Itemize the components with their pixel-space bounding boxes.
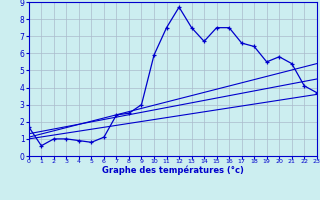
X-axis label: Graphe des températures (°c): Graphe des températures (°c) bbox=[102, 166, 244, 175]
